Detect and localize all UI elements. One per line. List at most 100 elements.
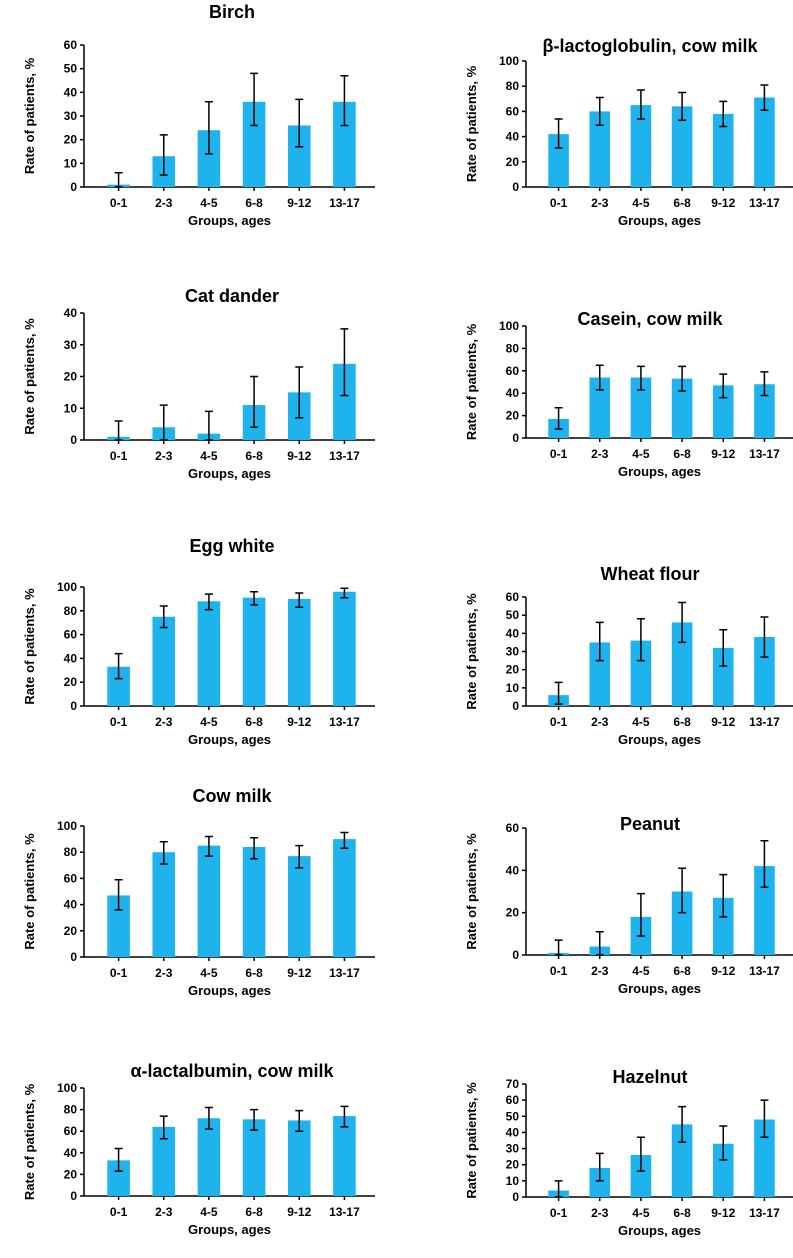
x-tick-label: 0-1 [110, 196, 128, 210]
error-bar [719, 100, 728, 128]
y-tick-label: 0 [70, 950, 77, 964]
chart-panel-2: Cat dander 0 10 20 30 40 0-1 2-3 4-5 6-8 9-12 13-17… [22, 286, 375, 481]
bar [589, 1167, 611, 1197]
chart-title: β-lactoglobulin, cow milk [543, 36, 759, 56]
error-bar [250, 72, 259, 127]
x-tick-label: 9-12 [287, 715, 311, 729]
x-tick-label: 13-17 [329, 196, 360, 210]
error-bar [295, 844, 304, 869]
bar [107, 895, 130, 957]
error-bar [204, 593, 213, 611]
x-tick-label: 9-12 [711, 1206, 735, 1220]
x-tick-label: 9-12 [711, 196, 735, 210]
chart-panel-8: α-lactalbumin, cow milk 0 20 40 60 80 100 0-1 2-… [22, 1061, 375, 1237]
error-bar [595, 364, 604, 391]
bar [152, 1126, 176, 1196]
bar [287, 856, 311, 957]
error-bar [636, 618, 645, 662]
bar [197, 130, 221, 187]
x-tick-label: 4-5 [200, 966, 218, 980]
error-bar [719, 1125, 728, 1161]
y-tick-label: 20 [506, 409, 520, 423]
error-bar [159, 840, 168, 865]
bar [630, 1155, 652, 1197]
y-tick-label: 60 [506, 104, 520, 118]
x-tick-label: 6-8 [673, 1206, 691, 1220]
chart-panel-6: Cow milk 0 20 40 60 80 100 0-1 2-3 4-5 6-8 9-12 13-1… [22, 786, 375, 998]
error-bar [595, 96, 604, 127]
bar [287, 1120, 311, 1196]
bar [712, 113, 734, 187]
y-axis-label: Rate of patients, % [464, 833, 479, 950]
chart-title: Egg white [190, 536, 275, 556]
error-bar [678, 867, 687, 914]
error-bar [554, 681, 563, 705]
bar [548, 134, 569, 187]
x-tick-label: 6-8 [245, 449, 263, 463]
chart-panel-3: Casein, cow milk 0 20 40 60 80 100 0-1 2-3 4-5 6-8… [464, 309, 793, 479]
y-tick-label: 20 [64, 370, 78, 384]
y-tick-label: 20 [506, 663, 520, 677]
bar [107, 666, 130, 706]
y-tick-label: 40 [506, 386, 520, 400]
y-tick-label: 0 [70, 180, 77, 194]
y-tick-label: 40 [64, 85, 78, 99]
x-tick-label: 13-17 [329, 1205, 360, 1219]
y-tick-label: 30 [64, 338, 78, 352]
x-tick-label: 4-5 [632, 196, 650, 210]
chart-panel-9: Hazelnut 0 10 20 30 40 50 60 70 0-1 2-3 4-5 6-8 9-12 1… [464, 1067, 793, 1238]
y-tick-label: 80 [506, 341, 520, 355]
y-tick-label: 0 [512, 1190, 519, 1204]
x-tick-label: 2-3 [591, 196, 609, 210]
error-bar [159, 1115, 168, 1140]
y-tick-label: 60 [506, 590, 520, 604]
x-axis-label: Groups, ages [188, 732, 271, 747]
bar [333, 839, 356, 957]
y-tick-label: 0 [70, 433, 77, 447]
error-bar [554, 939, 563, 956]
x-tick-label: 0-1 [550, 1206, 568, 1220]
error-bar [760, 839, 769, 889]
bar [712, 1143, 734, 1197]
error-bar [636, 892, 645, 937]
chart-title: Peanut [620, 814, 680, 834]
y-tick-label: 50 [64, 62, 78, 76]
error-bar [159, 134, 168, 176]
bar [242, 597, 266, 706]
y-tick-label: 10 [506, 681, 520, 695]
bar [107, 1160, 130, 1196]
bar [589, 111, 611, 187]
bar [754, 384, 775, 438]
y-tick-label: 80 [64, 845, 78, 859]
x-tick-label: 2-3 [591, 1206, 609, 1220]
chart-panel-0: Birch 0 10 20 30 40 50 60 0-1 2-3 4-5 6-8 9-12 13-17 G… [22, 2, 375, 228]
bar [671, 891, 693, 955]
error-bar [340, 1105, 349, 1128]
x-tick-label: 0-1 [550, 964, 568, 978]
y-axis-label: Rate of patients, % [22, 57, 37, 174]
x-axis-label: Groups, ages [188, 1222, 271, 1237]
chart-title: α-lactalbumin, cow milk [130, 1061, 334, 1081]
error-bar [204, 1106, 213, 1130]
x-tick-label: 9-12 [287, 1205, 311, 1219]
chart-panel-5: Wheat flour 0 10 20 30 40 50 60 0-1 2-3 4-5 6-8 9-12… [464, 564, 793, 747]
x-tick-label: 13-17 [749, 715, 780, 729]
y-tick-label: 20 [64, 924, 78, 938]
x-tick-label: 4-5 [632, 1206, 650, 1220]
y-tick-label: 70 [506, 1077, 520, 1091]
error-bar [554, 118, 563, 149]
bar [242, 846, 266, 957]
x-tick-label: 4-5 [200, 1205, 218, 1219]
bar [333, 101, 356, 187]
y-tick-label: 20 [64, 675, 78, 689]
chart-title: Birch [209, 2, 255, 22]
y-tick-label: 0 [70, 1189, 77, 1203]
x-tick-label: 6-8 [245, 196, 263, 210]
error-bar [760, 616, 769, 658]
chart-title: Wheat flour [601, 564, 700, 584]
bar [671, 378, 693, 438]
x-tick-label: 6-8 [245, 966, 263, 980]
y-tick-label: 0 [512, 699, 519, 713]
bar [333, 363, 356, 440]
